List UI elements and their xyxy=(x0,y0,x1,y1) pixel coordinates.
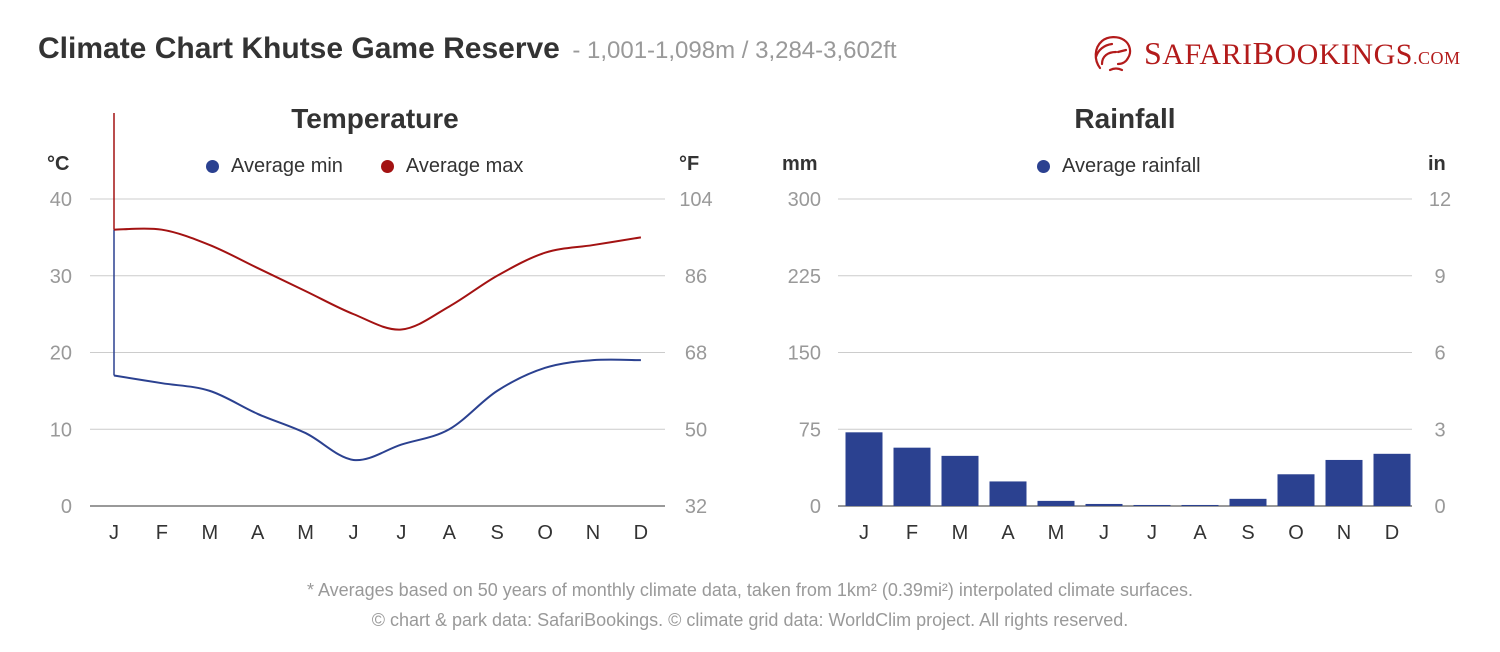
chart-header: Climate Chart Khutse Game Reserve - 1,00… xyxy=(38,32,897,66)
temp-left-tick-label: 20 xyxy=(50,343,72,365)
rain-month-label: N xyxy=(1337,522,1351,544)
rainfall-chart-title: Rainfall xyxy=(1074,103,1176,134)
temp-left-tick-label: 10 xyxy=(50,419,72,441)
temp-month-label: S xyxy=(491,522,504,544)
rain-right-tick-label: 3 xyxy=(1434,419,1445,441)
temp-left-tick-label: 40 xyxy=(50,189,72,211)
logo-text: SAFARIBOOKINGS.COM xyxy=(1144,34,1461,71)
rainfall-bar xyxy=(1325,459,1363,506)
temp-month-label: A xyxy=(443,522,457,544)
footnote-copyright: © chart & park data: SafariBookings. © c… xyxy=(371,610,1129,630)
temp-month-label: O xyxy=(537,522,553,544)
rainfall-bar xyxy=(1133,504,1171,506)
rain-month-label: A xyxy=(1193,522,1207,544)
rain-month-label: J xyxy=(1147,522,1157,544)
temp-right-tick-label: 104 xyxy=(679,189,712,211)
temp-month-label: J xyxy=(396,522,406,544)
footnote-averages: * Averages based on 50 years of monthly … xyxy=(306,580,1194,600)
rain-month-label: S xyxy=(1241,522,1254,544)
rainfall-bar xyxy=(989,481,1027,506)
rainfall-bar xyxy=(893,447,931,506)
temp-right-tick-label: 50 xyxy=(685,419,707,441)
page-title: Climate Chart Khutse Game Reserve xyxy=(38,32,560,65)
temp-month-label: F xyxy=(156,522,168,544)
rainfall-bar xyxy=(1277,474,1315,506)
legend-max-label: Average max xyxy=(405,155,524,177)
legend-rainfall-label: Average rainfall xyxy=(1062,155,1201,177)
page-subtitle: - 1,001-1,098m / 3,284-3,602ft xyxy=(572,37,897,64)
rainfall-bar xyxy=(1229,498,1267,506)
rain-month-label: A xyxy=(1001,522,1015,544)
temp-left-tick-label: 0 xyxy=(61,496,72,518)
rain-right-tick-label: 12 xyxy=(1429,189,1451,211)
inch-axis-label: in xyxy=(1428,153,1446,175)
rainfall-bar xyxy=(941,455,979,506)
fahrenheit-axis-label: °F xyxy=(679,153,700,175)
rain-month-label: F xyxy=(906,522,918,544)
rain-left-tick-label: 225 xyxy=(788,266,821,288)
rain-month-label: M xyxy=(1048,522,1065,544)
safaribookings-logo[interactable]: SAFARIBOOKINGS.COM xyxy=(1088,30,1460,76)
series-line-average-max xyxy=(113,227,642,331)
rain-left-tick-label: 75 xyxy=(799,419,821,441)
rainfall-bar xyxy=(1037,500,1075,506)
temp-month-label: N xyxy=(586,522,600,544)
rainfall-bar xyxy=(1085,503,1123,506)
rain-month-label: D xyxy=(1385,522,1399,544)
rain-left-tick-label: 300 xyxy=(788,189,821,211)
temperature-chart-title: Temperature xyxy=(291,103,459,134)
legend-item-rainfall: Average rainfall xyxy=(1037,155,1201,178)
series-line-average-min xyxy=(113,358,641,462)
temp-month-label: J xyxy=(349,522,359,544)
celsius-axis-label: °C xyxy=(47,153,70,175)
temp-month-label: M xyxy=(297,522,314,544)
legend-item-min: Average min xyxy=(206,155,343,178)
temp-right-tick-label: 32 xyxy=(685,496,707,518)
rain-month-label: O xyxy=(1288,522,1304,544)
temp-month-label: M xyxy=(201,522,218,544)
rainfall-bar xyxy=(1181,504,1219,506)
temp-month-label: J xyxy=(109,522,119,544)
lion-logo-icon xyxy=(1094,36,1132,72)
rainfall-bar xyxy=(845,432,883,506)
temp-right-tick-label: 68 xyxy=(685,343,707,365)
temp-right-tick-label: 86 xyxy=(685,266,707,288)
legend-min-marker xyxy=(206,160,219,173)
temp-month-label: A xyxy=(251,522,265,544)
rain-right-tick-label: 6 xyxy=(1434,343,1445,365)
rain-right-tick-label: 0 xyxy=(1434,496,1445,518)
legend-rainfall-marker xyxy=(1037,160,1050,173)
temperature-legend: Average min Average max xyxy=(206,155,561,178)
mm-axis-label: mm xyxy=(782,153,818,175)
legend-max-marker xyxy=(380,160,394,173)
rainfall-bar xyxy=(1373,453,1411,506)
rain-month-label: J xyxy=(859,522,869,544)
legend-item-max: Average max xyxy=(380,155,524,178)
rain-left-tick-label: 0 xyxy=(810,496,821,518)
legend-min-label: Average min xyxy=(231,155,343,177)
temp-left-tick-label: 30 xyxy=(50,266,72,288)
rain-month-label: M xyxy=(952,522,969,544)
rainfall-legend: Average rainfall xyxy=(1037,155,1239,178)
temp-month-label: D xyxy=(634,522,648,544)
rain-left-tick-label: 150 xyxy=(788,343,821,365)
rain-month-label: J xyxy=(1099,522,1109,544)
rain-right-tick-label: 9 xyxy=(1434,266,1445,288)
